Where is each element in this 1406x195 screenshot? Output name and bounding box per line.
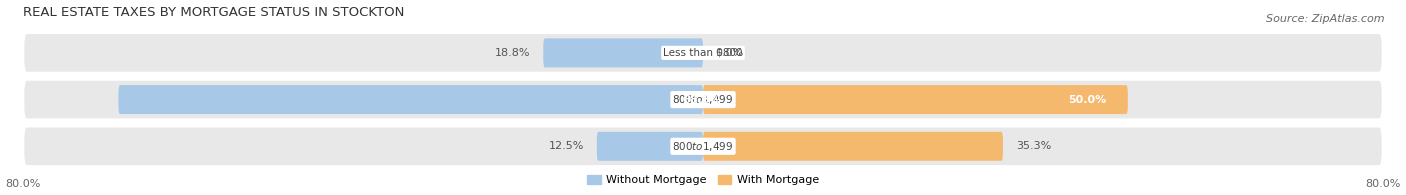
Text: Source: ZipAtlas.com: Source: ZipAtlas.com <box>1267 14 1385 24</box>
Text: 0.0%: 0.0% <box>716 48 744 58</box>
Text: 68.8%: 68.8% <box>682 95 720 105</box>
FancyBboxPatch shape <box>703 132 1002 161</box>
Text: 18.8%: 18.8% <box>495 48 530 58</box>
Text: Less than $800: Less than $800 <box>664 48 742 58</box>
FancyBboxPatch shape <box>24 33 1382 73</box>
Text: 35.3%: 35.3% <box>1015 141 1050 151</box>
FancyBboxPatch shape <box>703 85 1128 114</box>
FancyBboxPatch shape <box>24 80 1382 120</box>
FancyBboxPatch shape <box>596 132 703 161</box>
Text: REAL ESTATE TAXES BY MORTGAGE STATUS IN STOCKTON: REAL ESTATE TAXES BY MORTGAGE STATUS IN … <box>24 5 405 19</box>
FancyBboxPatch shape <box>118 85 703 114</box>
Text: $800 to $1,499: $800 to $1,499 <box>672 93 734 106</box>
Text: 12.5%: 12.5% <box>548 141 583 151</box>
Text: 50.0%: 50.0% <box>1069 95 1107 105</box>
FancyBboxPatch shape <box>24 126 1382 166</box>
FancyBboxPatch shape <box>543 38 703 67</box>
Text: $800 to $1,499: $800 to $1,499 <box>672 140 734 153</box>
Legend: Without Mortgage, With Mortgage: Without Mortgage, With Mortgage <box>582 170 824 190</box>
